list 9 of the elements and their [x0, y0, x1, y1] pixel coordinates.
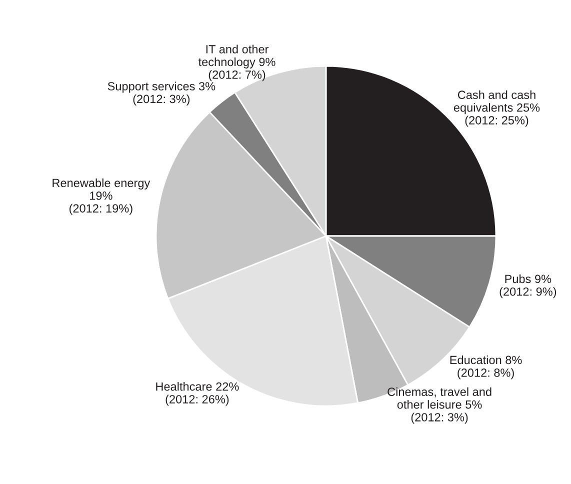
slice-label: Healthcare 22% (2012: 26%) [156, 382, 239, 406]
data-label: 19% (2012: 19%) [70, 192, 132, 215]
slice-label: IT and other technology 9% (2012: 7%) [198, 44, 276, 82]
slice-label: Education 8% (2012: 8%) [450, 356, 522, 380]
slice-label: Renewable energy [52, 178, 150, 190]
slice-label: Cash and cash equivalents 25% (2012: 25%) [454, 90, 540, 127]
slice-label: Pubs 9% (2012: 9%) [500, 274, 556, 298]
slice-label: Cinemas, travel and other leisure 5% (2012: 3%) [388, 387, 492, 424]
slice-label: Support services 3% (2012: 3%) [108, 82, 216, 106]
